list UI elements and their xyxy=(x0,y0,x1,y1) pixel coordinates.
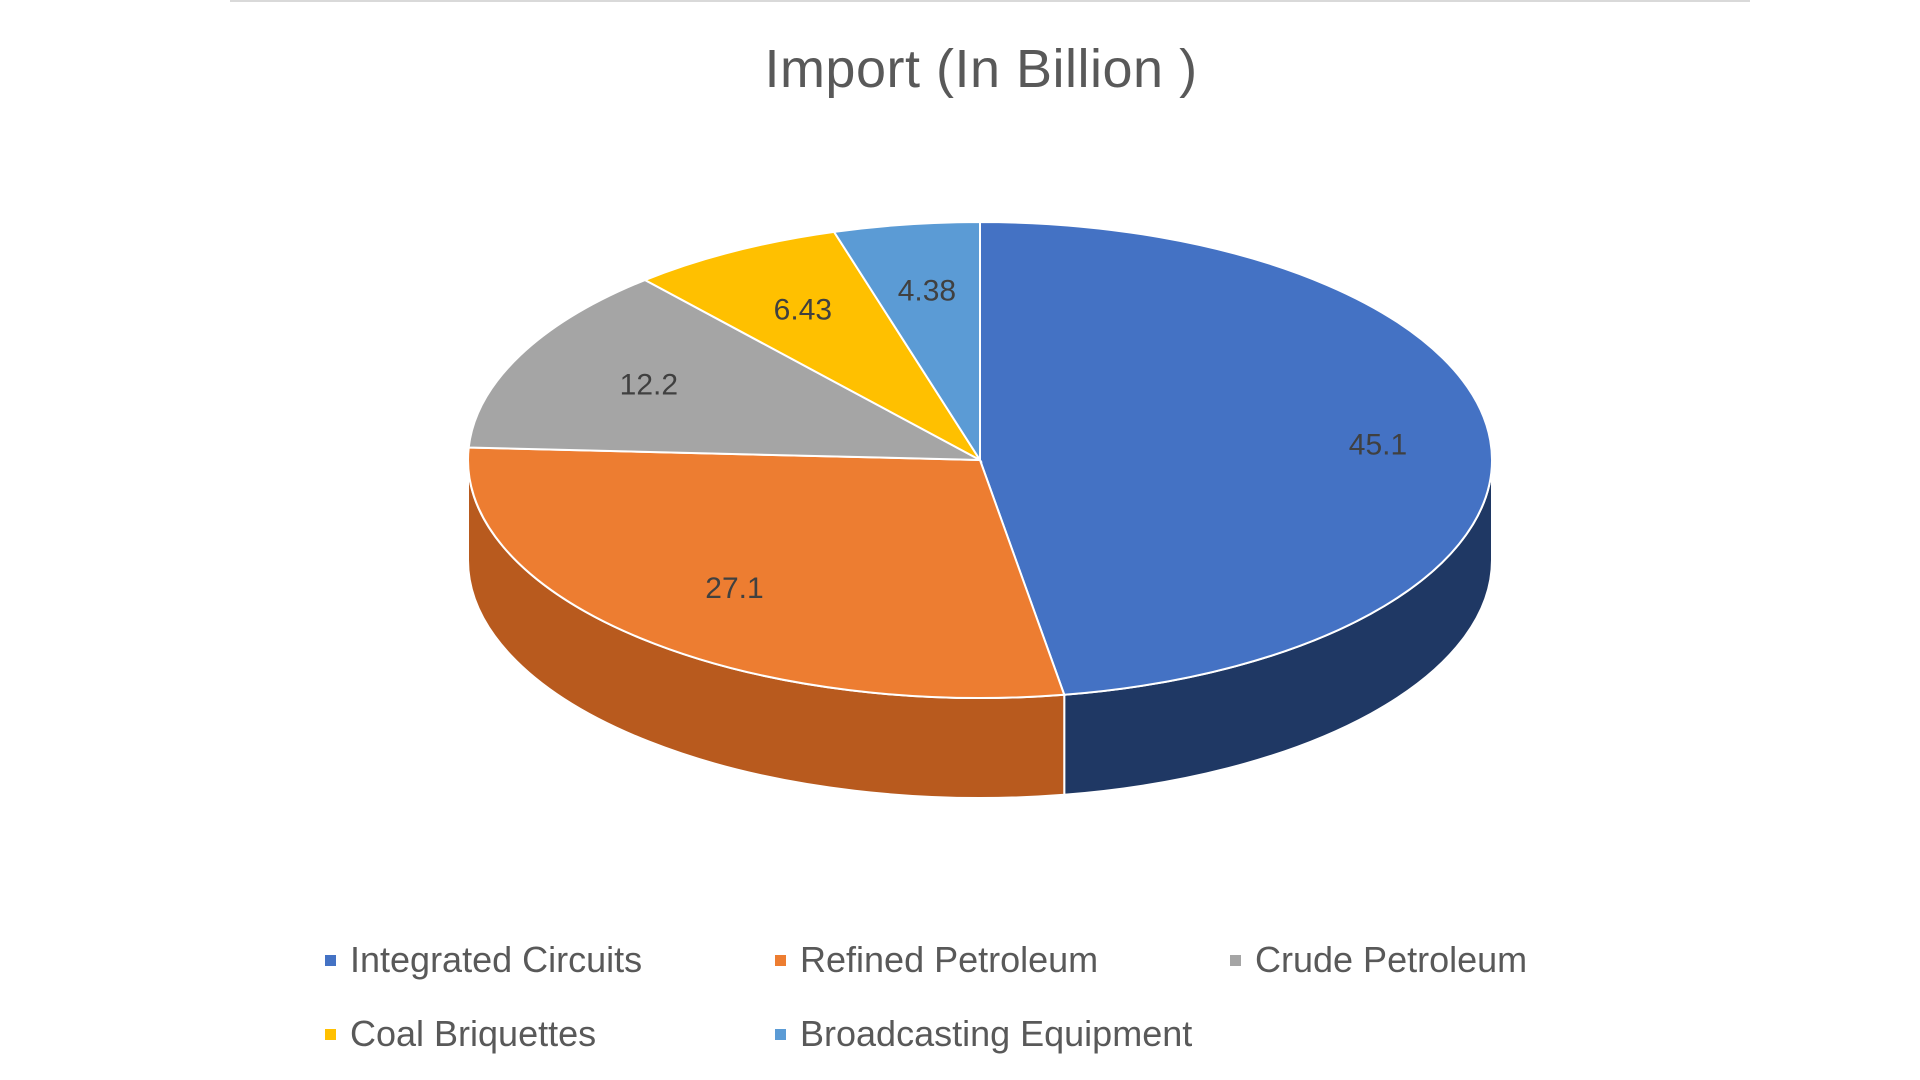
slice-crude-petroleum xyxy=(467,278,981,461)
legend-swatch xyxy=(1230,954,1241,966)
data-label-broadcasting-equipment: 4.38 xyxy=(898,274,956,307)
legend-item-refined-petroleum: Refined Petroleum xyxy=(775,939,1099,980)
legend-swatch xyxy=(325,954,336,966)
legend-item-coal-briquettes: Coal Briquettes xyxy=(325,1013,597,1054)
slice-coal-briquettes xyxy=(642,230,983,463)
chart-title: Import (In Billion ) xyxy=(764,39,1198,99)
legend-label: Coal Briquettes xyxy=(350,1013,597,1054)
legend-label: Refined Petroleum xyxy=(800,939,1099,980)
legend: Integrated Circuits Refined Petroleum Crud… xyxy=(0,939,1920,1060)
data-label-refined-petroleum: 27.1 xyxy=(705,572,763,605)
slice-refined-petroleum xyxy=(467,446,1066,699)
pie-labels: 45.1 27.1 12.2 6.43 4.38 xyxy=(620,274,1408,604)
top-divider xyxy=(230,0,1750,2)
legend-item-integrated-circuits: Integrated Circuits xyxy=(325,939,643,980)
data-label-crude-petroleum: 12.2 xyxy=(620,369,678,402)
legend-swatch xyxy=(775,1028,786,1040)
legend-swatch xyxy=(775,954,786,966)
slice-broadcasting-equipment xyxy=(832,220,981,464)
data-label-integrated-circuits: 45.1 xyxy=(1349,429,1407,462)
data-label-coal-briquettes: 6.43 xyxy=(774,294,832,327)
legend-label: Crude Petroleum xyxy=(1255,939,1528,980)
legend-item-crude-petroleum: Crude Petroleum xyxy=(1230,939,1528,980)
slice-integrated-circuits xyxy=(979,220,1493,696)
legend-swatch xyxy=(325,1028,336,1040)
pie-tops xyxy=(467,220,1493,699)
legend-item-broadcasting-equipment: Broadcasting Equipment xyxy=(775,1013,1193,1054)
legend-label: Broadcasting Equipment xyxy=(800,1013,1193,1054)
legend-label: Integrated Circuits xyxy=(350,939,643,980)
